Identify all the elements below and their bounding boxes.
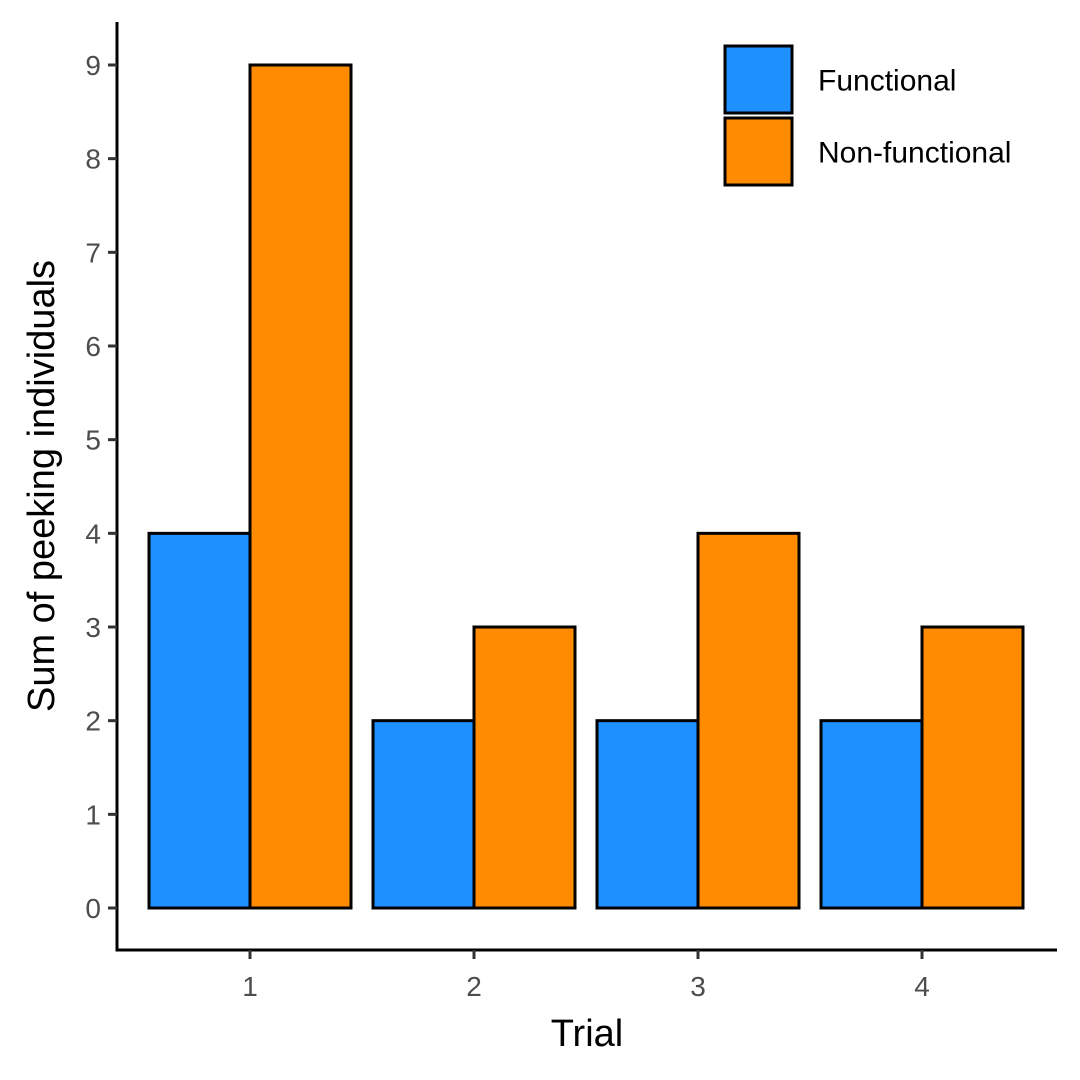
x-tick-label: 3: [690, 971, 706, 1002]
bar-non-functional-trial-2: [472, 625, 577, 910]
y-tick-label: 4: [85, 518, 101, 549]
y-axis-ticks: 0 1 2 3 4 5 6 7 8 9: [85, 50, 117, 924]
bar-non-functional-trial-4: [920, 625, 1025, 910]
bar-non-functional-trial-1: [248, 63, 353, 910]
y-tick-label: 9: [85, 50, 101, 81]
x-axis-title: Trial: [551, 1013, 623, 1055]
y-axis-title: Sum of peeking individuals: [21, 260, 63, 712]
bar-functional-trial-4: [819, 719, 924, 910]
x-tick-label: 4: [914, 971, 930, 1002]
y-tick-label: 3: [85, 612, 101, 643]
y-tick-label: 7: [85, 237, 101, 268]
legend-key-non-functional: [723, 116, 794, 187]
y-tick-label: 1: [85, 799, 101, 830]
x-axis-ticks: 1 2 3 4: [242, 950, 930, 1002]
bar-functional-trial-3: [595, 719, 700, 910]
y-tick-label: 0: [85, 893, 101, 924]
y-tick-label: 5: [85, 425, 101, 456]
legend-key-functional: [723, 44, 794, 115]
bar-functional-trial-1: [147, 531, 252, 910]
y-tick-label: 2: [85, 706, 101, 737]
legend: Functional Non-functional: [723, 44, 1011, 187]
x-tick-label: 1: [242, 971, 258, 1002]
bars-layer: [147, 63, 1025, 910]
legend-label: Functional: [818, 65, 956, 98]
y-tick-label: 8: [85, 144, 101, 175]
x-tick-label: 2: [466, 971, 482, 1002]
bar-functional-trial-2: [371, 719, 476, 910]
legend-label: Non-functional: [818, 137, 1011, 170]
y-tick-label: 6: [85, 331, 101, 362]
bar-non-functional-trial-3: [696, 531, 801, 910]
